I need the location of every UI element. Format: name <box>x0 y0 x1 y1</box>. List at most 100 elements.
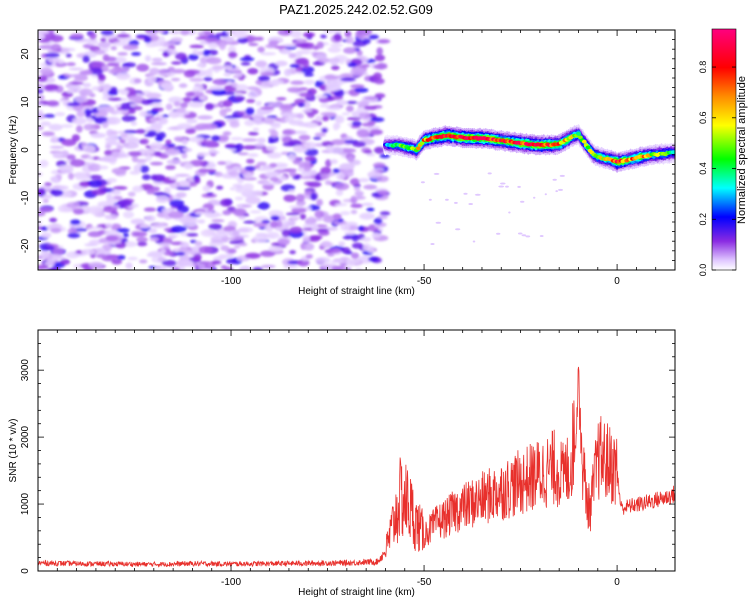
noise-blob <box>68 67 84 71</box>
noise-blob <box>216 185 224 190</box>
noise-blob <box>46 258 56 263</box>
y-tick-label: 0 <box>20 147 31 153</box>
noise-blob <box>361 122 375 127</box>
noise-blob <box>219 198 232 207</box>
snr-frame <box>37 329 676 572</box>
faint-speckle <box>487 172 492 175</box>
noise-blob <box>70 33 84 38</box>
noise-blob <box>157 48 174 52</box>
noise-blob <box>245 107 255 115</box>
noise-blob <box>340 77 356 82</box>
noise-blob <box>255 100 262 106</box>
noise-blob <box>373 162 386 169</box>
noise-blob <box>102 54 110 62</box>
noise-blob <box>327 46 342 53</box>
noise-blob <box>60 124 74 128</box>
noise-blob <box>347 62 357 68</box>
noise-blob <box>50 176 59 183</box>
noise-blob <box>331 103 342 108</box>
noise-blob <box>175 192 187 198</box>
faint-speckle <box>508 211 511 214</box>
noise-blob <box>94 49 106 55</box>
noise-blob <box>303 60 310 68</box>
noise-blob <box>186 233 199 237</box>
noise-blob <box>125 262 133 270</box>
noise-blob <box>149 142 163 150</box>
noise-blob <box>262 117 275 125</box>
noise-blob <box>368 34 379 40</box>
noise-blob <box>330 139 346 146</box>
noise-blob <box>346 117 362 121</box>
noise-blob <box>147 130 157 137</box>
noise-blob <box>113 186 128 190</box>
noise-blob <box>188 136 205 143</box>
noise-blob <box>242 138 258 142</box>
faint-speckle <box>544 193 547 196</box>
y-tick-label: -10 <box>20 190 31 205</box>
noise-blob <box>288 189 296 193</box>
noise-blob <box>351 234 359 242</box>
faint-speckle <box>472 240 476 243</box>
noise-blob <box>155 195 170 203</box>
noise-blob <box>130 121 138 126</box>
noise-blob <box>101 121 109 129</box>
noise-blob <box>150 161 163 166</box>
noise-blob <box>87 40 98 46</box>
noise-blob <box>283 194 297 202</box>
noise-blob <box>321 115 330 122</box>
noise-blob <box>177 205 190 214</box>
noise-blob <box>246 158 255 164</box>
noise-blob <box>207 213 223 217</box>
noise-blob <box>325 84 342 92</box>
noise-blob <box>377 39 391 44</box>
noise-blob <box>137 241 148 247</box>
noise-blob <box>270 122 281 129</box>
noise-blob <box>366 207 375 212</box>
noise-blob <box>72 208 84 215</box>
noise-blob <box>173 101 181 107</box>
noise-blob <box>180 241 190 249</box>
noise-blob <box>52 152 64 157</box>
faint-speckle <box>468 203 474 205</box>
noise-blob <box>266 231 280 239</box>
noise-blob <box>273 162 288 169</box>
noise-blob <box>245 196 261 205</box>
noise-blob <box>376 47 384 56</box>
noise-blob <box>303 164 312 173</box>
noise-blob <box>208 223 223 230</box>
noise-blob <box>67 228 78 235</box>
noise-blob <box>288 139 302 147</box>
noise-blob <box>247 90 260 99</box>
noise-blob <box>248 42 259 47</box>
noise-blob <box>165 103 173 111</box>
noise-blob <box>342 235 353 240</box>
noise-blob <box>70 219 81 225</box>
noise-blob <box>58 98 67 103</box>
noise-blob <box>42 199 49 204</box>
noise-blob <box>98 41 111 48</box>
noise-blob <box>58 185 69 191</box>
noise-blob <box>329 146 344 155</box>
noise-blob <box>141 99 154 105</box>
noise-blob <box>185 128 196 134</box>
faint-speckle <box>420 181 425 184</box>
noise-blob <box>302 32 316 38</box>
noise-blob <box>320 240 332 249</box>
noise-blob <box>156 30 164 34</box>
noise-blob <box>145 215 156 222</box>
noise-blob <box>52 255 66 260</box>
noise-blob <box>144 55 152 62</box>
noise-blob <box>151 223 167 229</box>
noise-blob <box>101 65 109 72</box>
noise-blob <box>236 228 250 233</box>
noise-blob <box>241 204 252 208</box>
noise-blob <box>175 251 186 256</box>
noise-blob <box>135 34 148 38</box>
noise-blob <box>192 49 199 55</box>
noise-blob <box>101 155 118 163</box>
noise-blob <box>194 177 201 184</box>
noise-blob <box>364 105 378 110</box>
ridge-cell <box>576 132 581 136</box>
noise-blob <box>357 225 365 231</box>
noise-blob <box>237 178 244 184</box>
